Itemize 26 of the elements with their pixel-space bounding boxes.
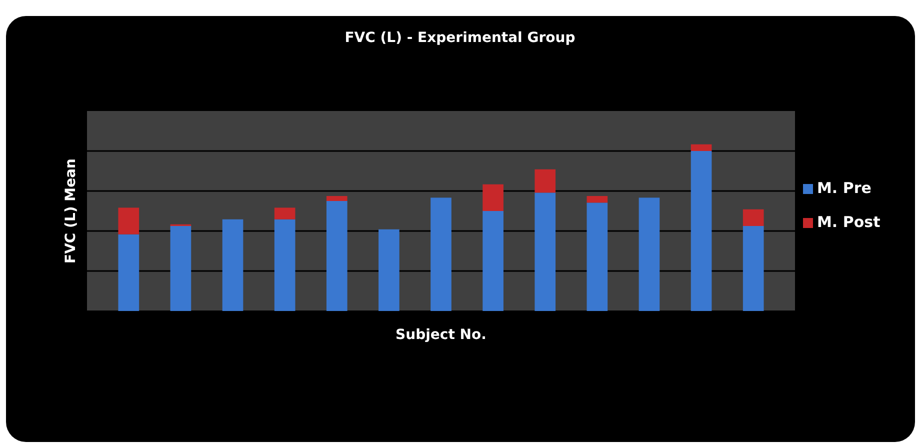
- bar: [118, 208, 140, 234]
- bar: [690, 151, 712, 311]
- bar: [586, 202, 608, 311]
- bar: [326, 201, 348, 311]
- x-axis-title: Subject No.: [396, 327, 486, 343]
- bar: [638, 198, 660, 311]
- bar: [690, 144, 712, 151]
- legend-label: M. Pre: [817, 179, 872, 197]
- bar: [482, 211, 504, 311]
- bar: [742, 209, 764, 226]
- bar: [742, 226, 764, 311]
- chart-title: FVC (L) - Experimental Group: [344, 30, 576, 46]
- bar: [482, 184, 504, 211]
- bar: [378, 229, 400, 311]
- bar: [534, 169, 556, 193]
- bar: [222, 219, 244, 311]
- bar: [586, 196, 608, 203]
- bar: [430, 198, 452, 311]
- bar: [170, 226, 192, 311]
- bar: [534, 192, 556, 311]
- bar: [326, 196, 348, 201]
- bar: [118, 234, 140, 311]
- bar: [274, 208, 296, 220]
- bar: [274, 219, 296, 311]
- legend-label: M. Post: [817, 213, 880, 231]
- y-axis-title: FVC (L) Mean: [63, 158, 79, 264]
